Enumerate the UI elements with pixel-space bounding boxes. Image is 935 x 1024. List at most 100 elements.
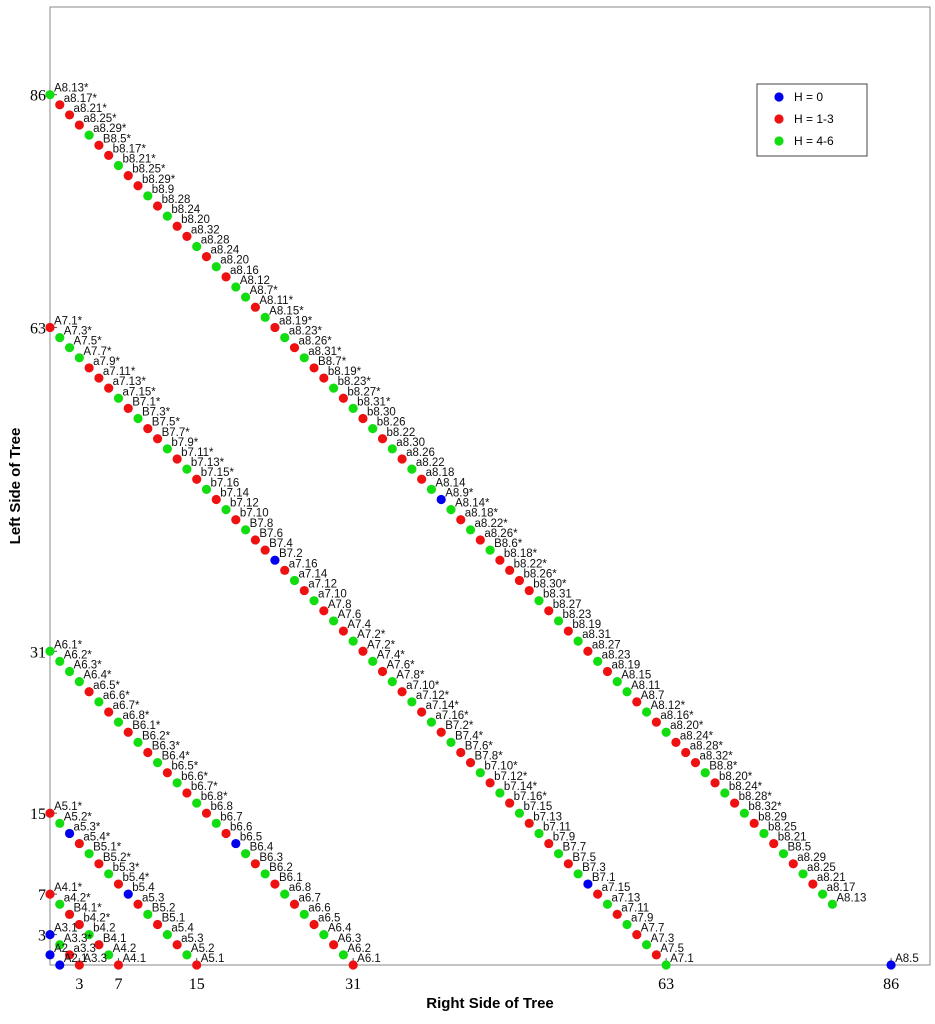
point-label: b8.20*	[719, 771, 753, 783]
point-b8.26*	[514, 575, 525, 586]
point-A4.2	[104, 950, 114, 960]
point-a6.5	[309, 919, 319, 930]
point-label: a8.16*	[660, 710, 694, 722]
point-A6.3	[329, 940, 339, 950]
point-A6.1	[348, 960, 358, 970]
point-b8.19*	[319, 373, 329, 383]
point-b6.6*	[172, 778, 182, 788]
point-label: b8.19*	[328, 366, 362, 378]
point-label: A6.2*	[64, 649, 93, 661]
point-label: b6.6	[230, 821, 252, 833]
point-label: b8.21	[778, 832, 807, 844]
point-a8.20*	[661, 727, 671, 737]
point-label: b7.15	[523, 801, 552, 813]
point-label: a6.7	[299, 892, 321, 904]
point-label: A4.1	[122, 953, 146, 965]
point-label: a3.3	[74, 943, 96, 955]
point-a6.5*	[84, 687, 94, 697]
point-b8.30*	[524, 585, 534, 596]
point-b6.5	[231, 838, 241, 849]
point-A7.5*	[64, 343, 75, 353]
point-label: B6.3	[259, 852, 283, 864]
point-label: b8.20	[181, 214, 210, 226]
point-label: a8.31	[582, 629, 611, 641]
point-A7.1*	[45, 322, 55, 333]
point-label: b8.32*	[748, 801, 782, 813]
point-B7.1*	[123, 403, 133, 413]
point-a7.10*	[397, 687, 407, 697]
point-label: a8.21*	[74, 103, 108, 115]
point-label: A8.11	[631, 680, 660, 692]
point-label: A8.12	[240, 275, 270, 287]
point-label: a8.25	[807, 862, 836, 874]
point-label: A7.6*	[387, 660, 416, 672]
point-label: A7.1*	[54, 315, 83, 327]
point-A5.1*	[45, 808, 55, 818]
point-b8.17*	[104, 150, 114, 160]
point-b6.5*	[162, 768, 172, 778]
point-label: a7.14*	[426, 700, 460, 712]
point-A8.14*	[446, 505, 456, 515]
point-b8.31	[534, 596, 544, 606]
x-tick-label-86: 86	[883, 976, 899, 993]
y-tick-label-31: 31	[30, 644, 46, 661]
point-label: b7.13*	[191, 457, 225, 469]
point-label: A5.2*	[64, 811, 93, 823]
point-a8.25	[798, 869, 808, 879]
point-label: B7.3	[582, 862, 606, 874]
point-label: B7.1*	[132, 396, 161, 408]
point-label: B7.4	[269, 538, 293, 550]
point-A6.4	[319, 930, 329, 940]
point-label: A8.7	[641, 690, 665, 702]
point-label: B7.5*	[152, 417, 181, 429]
point-a8.24	[201, 252, 212, 262]
point-A6.1*	[45, 646, 55, 656]
point-A8.15	[612, 677, 622, 687]
point-a7.12	[299, 585, 309, 596]
point-B8.5*	[94, 140, 104, 150]
point-a5.3	[133, 899, 143, 909]
point-label: A8.11*	[259, 295, 293, 307]
point-b5.4	[123, 889, 133, 899]
point-b7.14*	[495, 788, 505, 798]
point-label: b6.5	[240, 832, 262, 844]
point-a5.3*	[64, 828, 75, 839]
point-a7.9*	[84, 363, 94, 373]
point-label: a7.12	[308, 579, 337, 591]
point-label: b7.16*	[514, 791, 548, 803]
legend-marker-1	[774, 114, 784, 124]
point-label: a8.22*	[475, 518, 509, 530]
point-b8.21*	[113, 160, 124, 171]
point-b7.15*	[192, 474, 202, 484]
point-A7.3*	[55, 332, 65, 343]
point-B7.4*	[446, 737, 456, 747]
point-A8.5	[886, 960, 896, 970]
point-A8.15*	[260, 312, 270, 322]
point-label: a8.27	[592, 639, 621, 651]
point-A8.12*	[641, 707, 652, 717]
point-label: b8.27*	[347, 386, 381, 398]
point-b8.24	[162, 211, 172, 221]
point-b4.2	[84, 930, 94, 940]
point-label: a8.32	[191, 224, 220, 236]
point-label: B7.5	[572, 852, 596, 864]
point-label: A2.1	[64, 953, 88, 965]
point-label: a8.19*	[279, 315, 313, 327]
legend-label-2: H = 4-6	[794, 134, 834, 148]
point-A8.13	[827, 899, 838, 909]
x-tick-label-63: 63	[658, 976, 674, 993]
point-b8.29*	[133, 181, 143, 191]
point-label: B7.2	[279, 548, 303, 560]
point-label: b8.25*	[132, 164, 166, 176]
point-label: b8.28*	[739, 791, 773, 803]
point-label: A7.7	[641, 923, 665, 935]
point-label: b6.5*	[171, 761, 198, 773]
point-A8.11	[622, 687, 632, 697]
point-label: B6.2*	[142, 730, 171, 742]
point-b8.27	[544, 606, 554, 616]
x-tick-label-15: 15	[189, 976, 205, 993]
point-label: b7.12*	[494, 771, 528, 783]
point-b6.8*	[192, 798, 202, 808]
point-b7.11	[534, 828, 544, 839]
point-b8.23	[553, 616, 564, 626]
